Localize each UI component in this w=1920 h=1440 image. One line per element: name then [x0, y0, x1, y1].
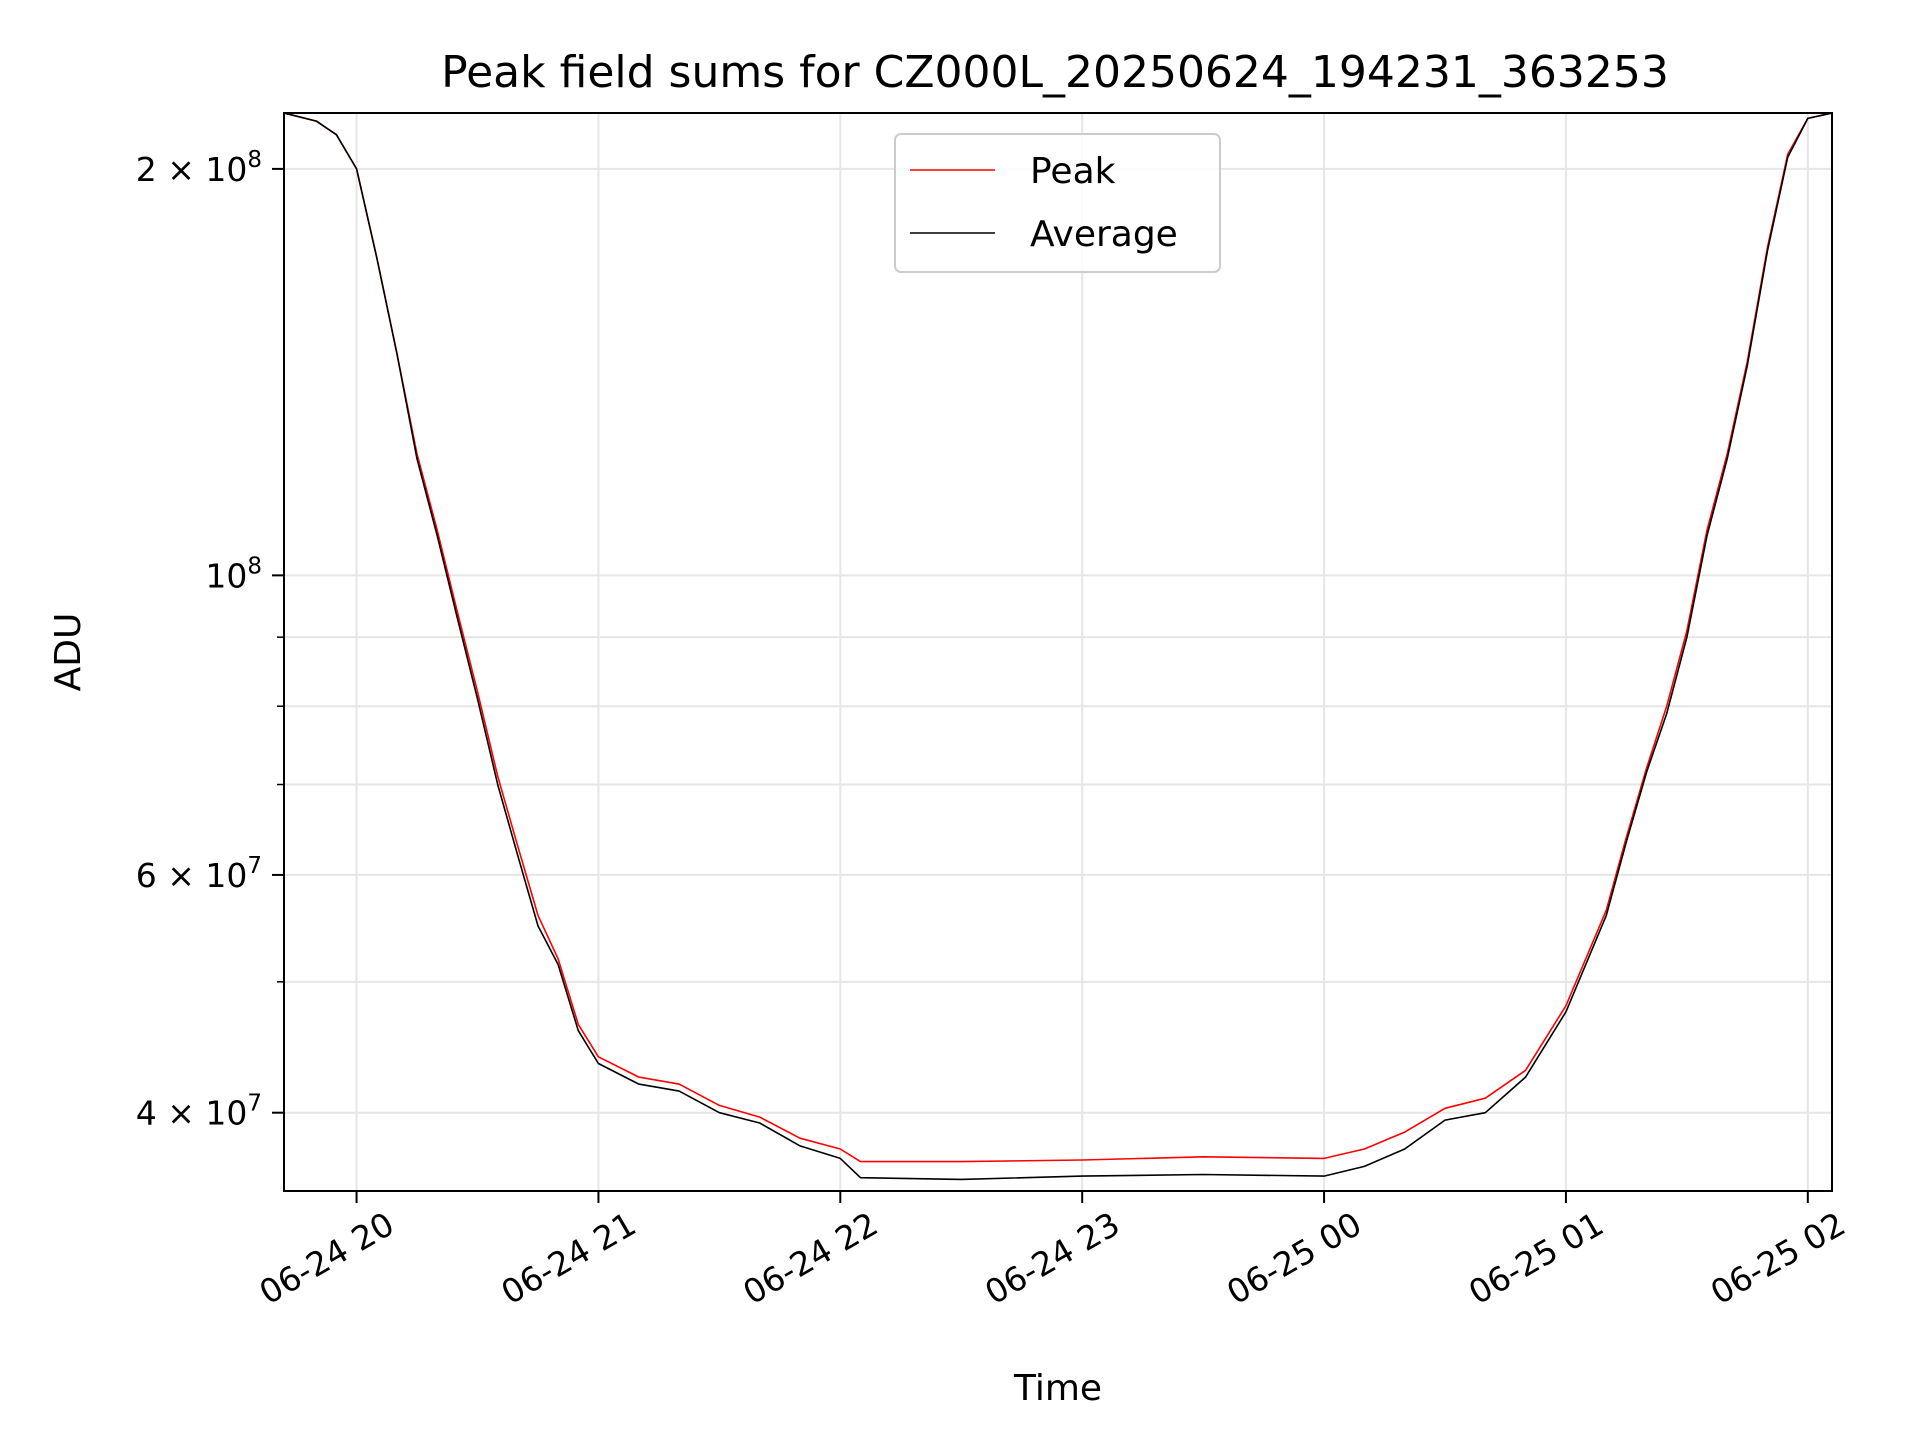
- y-axis-label: ADU: [48, 613, 89, 692]
- y-tick-label: 108: [205, 553, 262, 595]
- y-axis: 2 × 108 108 6 × 107 4 × 107: [136, 147, 284, 1133]
- series-line-peak: [284, 113, 1832, 1163]
- series-line-average: [284, 113, 1832, 1181]
- series-layer: [284, 113, 1832, 1181]
- plot-frame: [283, 112, 1833, 1192]
- x-axis-label: Time: [1013, 1368, 1102, 1409]
- y-tick-label: 2 × 108: [136, 147, 262, 189]
- legend: Peak Average: [894, 133, 1221, 273]
- legend-box: [894, 133, 1221, 273]
- chart-title: Peak field sums for CZ000L_20250624_1942…: [441, 47, 1669, 98]
- y-tick-label: 4 × 107: [136, 1091, 262, 1133]
- legend-average-label: Average: [1030, 214, 1178, 255]
- legend-peak-label: Peak: [1030, 151, 1116, 192]
- y-tick-label: 6 × 107: [136, 853, 262, 895]
